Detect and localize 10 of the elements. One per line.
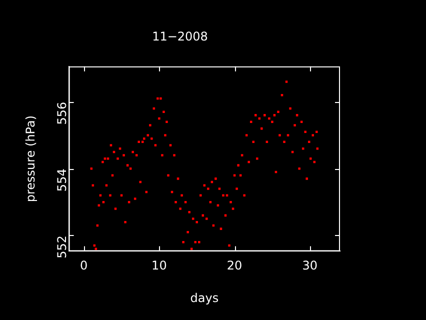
x-tick-label: 20 xyxy=(226,258,242,273)
y-tick-label: 556 xyxy=(54,102,69,125)
x-tick-label: 0 xyxy=(80,258,88,273)
x-tick-label: 10 xyxy=(152,258,167,273)
x-axis-title: days xyxy=(190,290,219,305)
y-tick-label: 554 xyxy=(54,168,69,192)
y-axis-title: pressure (hPa) xyxy=(23,115,38,202)
chart-title: 11−2008 xyxy=(152,29,208,44)
x-tick-label: 30 xyxy=(302,258,318,273)
y-tick-label: 552 xyxy=(54,235,69,258)
